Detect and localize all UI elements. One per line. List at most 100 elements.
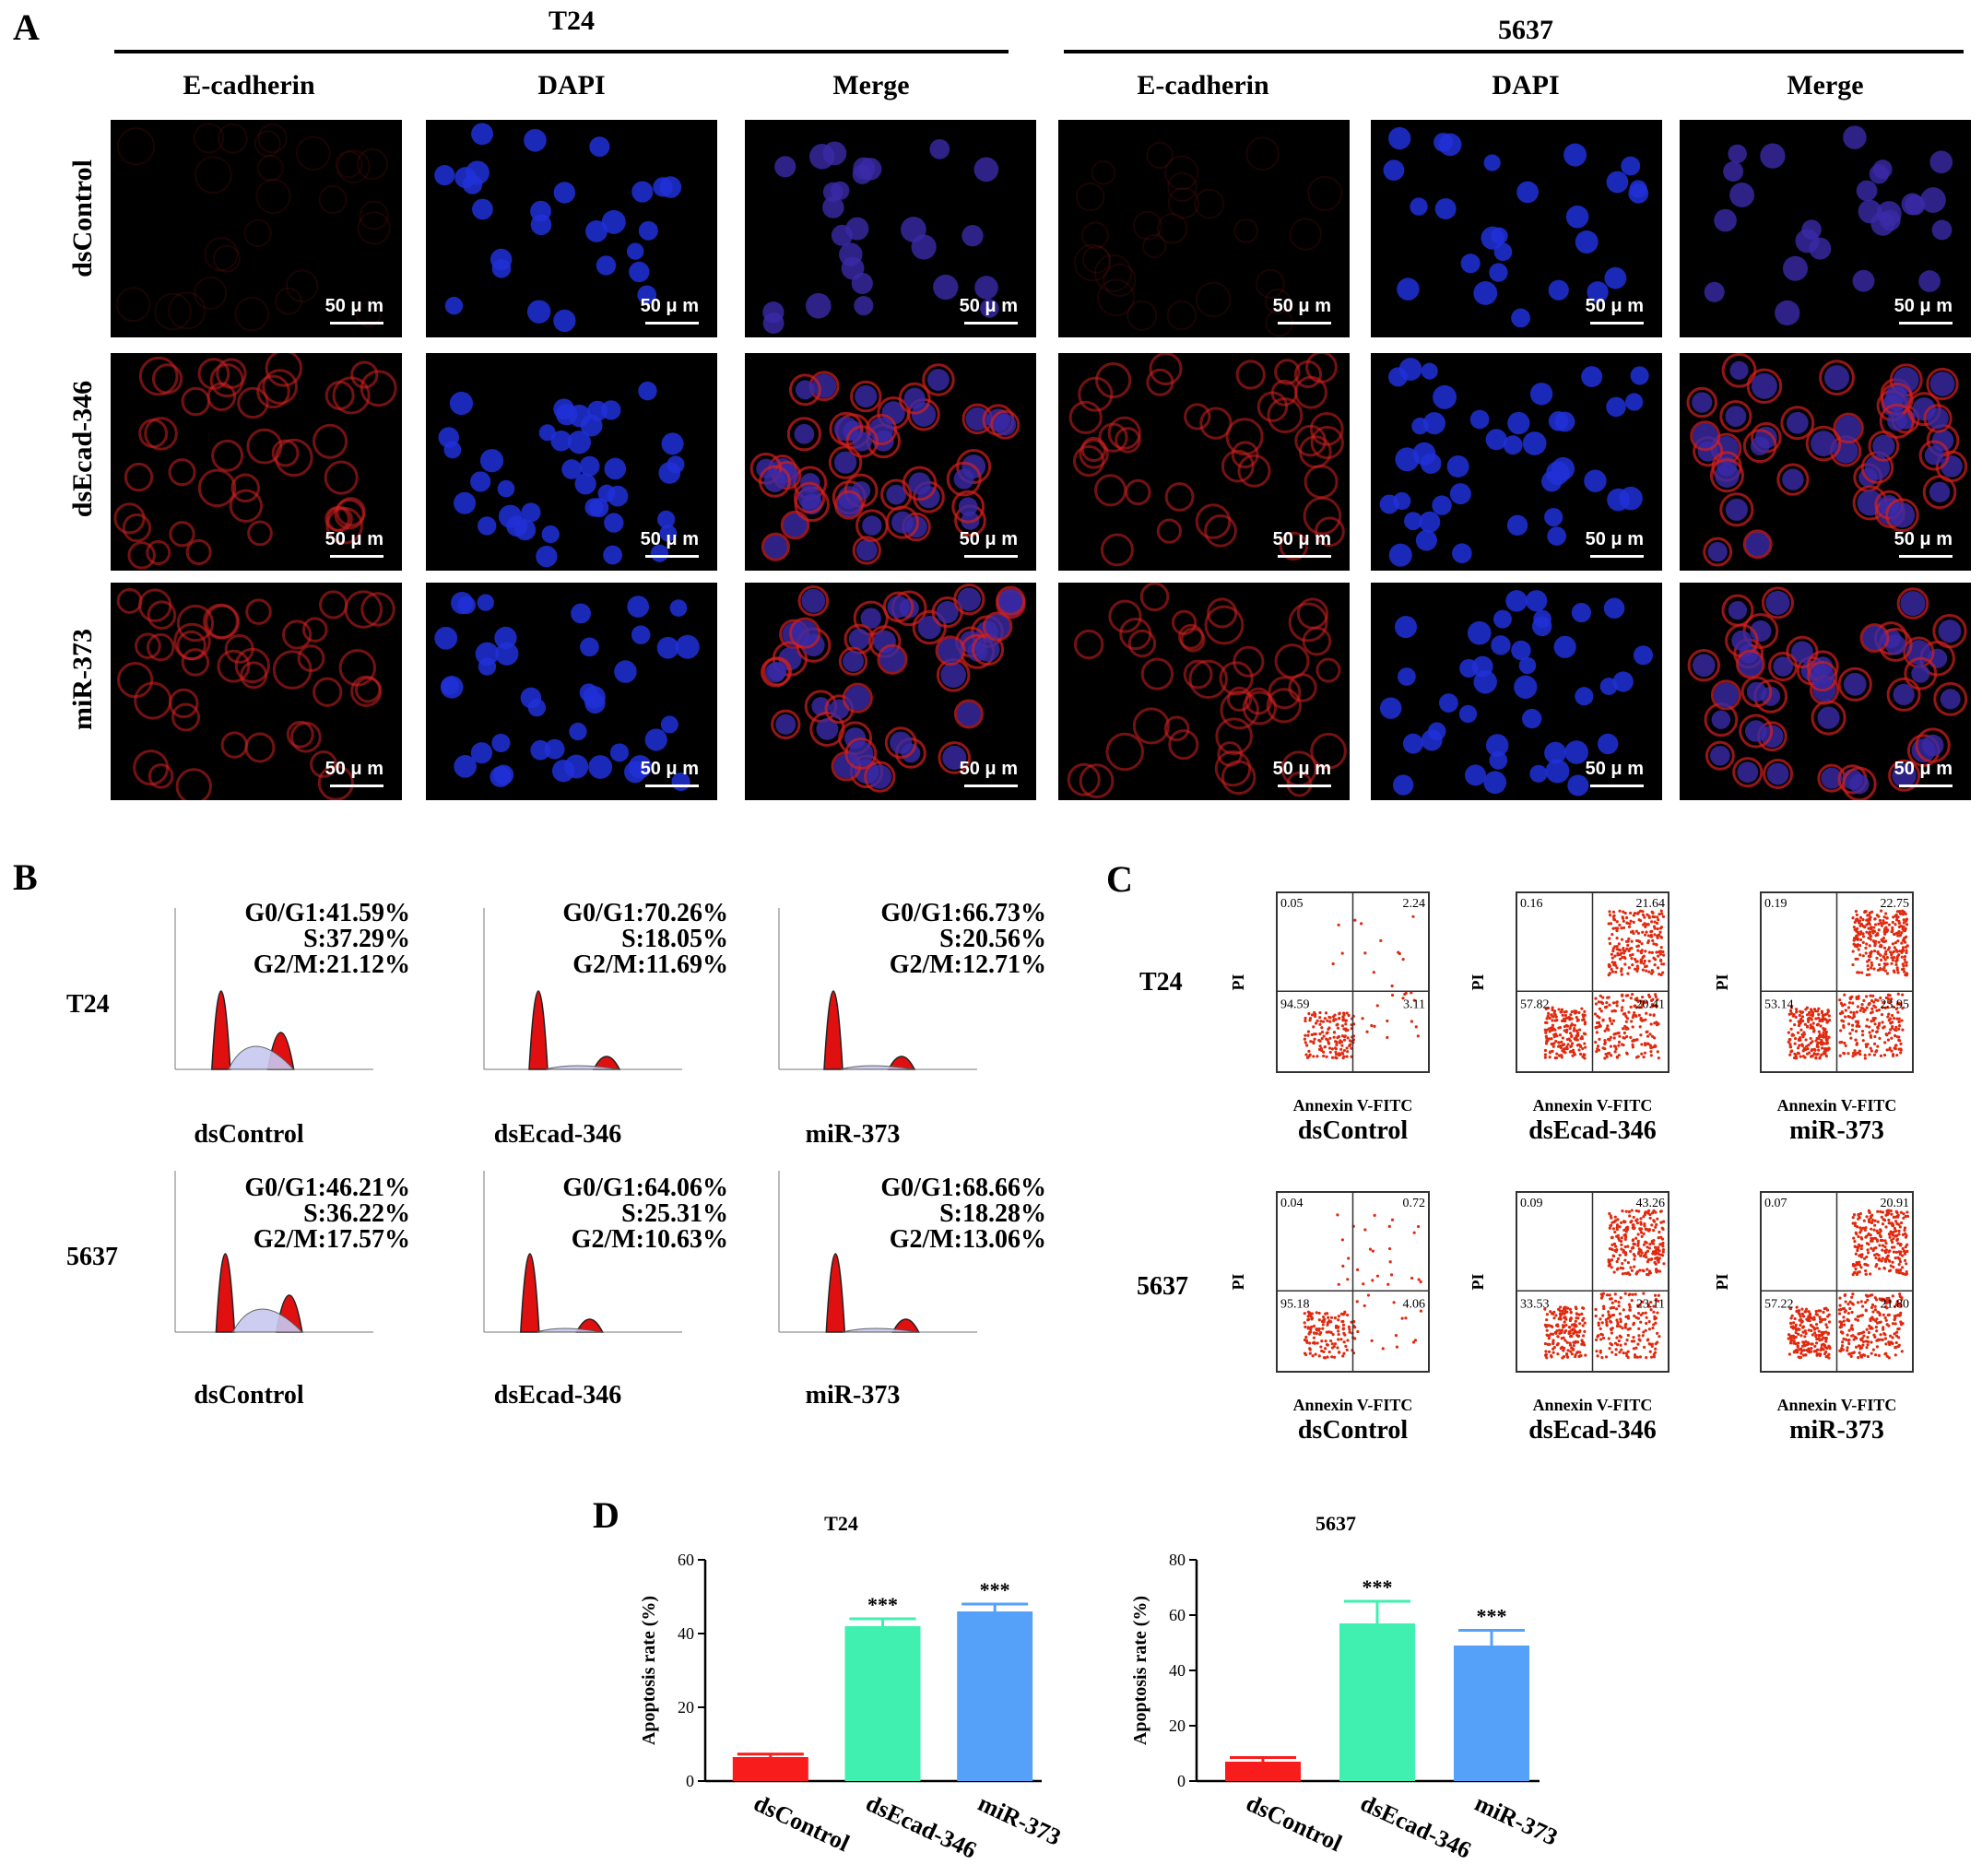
category-label: dsEcad-346 [862,1789,981,1864]
quadrant-ll-value: 57.82 [1520,997,1550,1011]
scale-bar [645,322,699,324]
scale-bar [1590,555,1644,558]
cell-line-label: 5637 [1137,1272,1188,1301]
scale-bar-label: 50 μ m [640,759,699,779]
scale-bar-label: 50 μ m [324,759,383,779]
y-tick-label: 20 [1169,1717,1186,1735]
quadrant-ll-value: 33.53 [1520,1297,1550,1311]
micrograph-tile: 50 μ m [1680,120,1971,337]
x-axis-label: Annexin V-FITC [1293,1396,1413,1414]
bar [1339,1623,1415,1781]
y-tick-label: 80 [1169,1551,1186,1569]
condition-caption: dsEcad-346 [493,1381,622,1410]
scale-bar-label: 50 μ m [959,759,1018,779]
category-label: miR-373 [1470,1789,1562,1851]
scale-bar [1899,555,1953,558]
scale-bar-label: 50 μ m [1894,296,1953,316]
cell-line-label: T24 [1139,968,1183,997]
category-label: dsControl [1242,1789,1346,1857]
significance-marker: *** [980,1578,1010,1601]
scale-bar-label: 50 μ m [1272,296,1331,316]
micrograph-tile: 50 μ m [1371,353,1662,571]
phase-percentage: G0/G1:66.73% [880,899,1046,927]
condition-caption: miR-373 [1789,1416,1884,1445]
cell-cycle-stats: G0/G1:46.21% S:36.22% G2/M:17.57% [244,1175,410,1253]
micrograph-tile: 50 μ m [426,120,717,337]
bar [1225,1762,1301,1781]
scale-bar-label: 50 μ m [959,529,1018,549]
phase-percentage: S:20.56% [939,925,1046,953]
micrograph-tile: 50 μ m [1371,120,1662,337]
micrograph-tile: 50 μ m [1680,353,1971,571]
quadrant-ul-value: 0.07 [1764,1197,1787,1210]
category-label: dsEcad-346 [1356,1789,1475,1864]
quadrant-lr-value: 23.95 [1881,997,1910,1011]
column-header: Merge [1787,70,1864,100]
y-tick-label: 60 [678,1551,694,1569]
panel-b-label: B [13,856,38,898]
significance-marker: *** [867,1593,898,1616]
phase-percentage: G0/G1:64.06% [562,1174,728,1202]
scale-bar [1278,785,1331,787]
quadrant-ll-value: 94.59 [1280,997,1310,1011]
quadrant-ur-value: 21.64 [1636,897,1666,911]
condition-caption: miR-373 [805,1381,901,1410]
micrograph-tile: 50 μ m [111,120,402,337]
y-axis-label: Apoptosis rate (%) [1130,1596,1150,1745]
condition-caption: dsControl [1298,1116,1409,1145]
bar [1454,1646,1529,1781]
cell-cycle-histogram [483,908,682,1070]
column-header: E-cadherin [183,70,315,100]
scale-bar-label: 50 μ m [1894,759,1953,779]
scale-bar [330,322,383,324]
y-axis-label: PI [1715,974,1731,991]
annexin-pi-dot-plot: 0.04 0.72 95.18 4.06 Annexin V-FITC PI dsContr… [1231,1191,1430,1445]
micrograph-tile: 50 μ m [426,583,717,800]
bar [844,1626,921,1781]
quadrant-lr-value: 20.41 [1636,997,1666,1011]
scale-bar [964,322,1018,324]
phase-percentage: S:18.28% [939,1199,1046,1228]
condition-caption: dsControl [194,1381,304,1410]
panel-d-label: D [593,1494,619,1536]
micrograph-tile: 50 μ m [111,583,402,800]
scale-bar-label: 50 μ m [640,529,699,549]
quadrant-lr-value: 21.80 [1881,1297,1910,1311]
scale-bar [645,555,699,558]
group-header-t24: T24 [548,6,595,36]
column-header: Merge [832,70,910,100]
phase-percentage: G2/M:10.63% [571,1225,728,1254]
row-label: miR-373 [67,629,98,730]
phase-percentage: G0/G1:68.66% [880,1174,1046,1202]
micrograph-tile: 50 μ m [111,353,402,571]
phase-percentage: G2/M:12.71% [889,950,1046,979]
cell-cycle-stats: G0/G1:41.59% S:37.29% G2/M:21.12% [244,901,410,978]
quadrant-ul-value: 0.09 [1520,1197,1543,1210]
column-header: DAPI [537,70,606,100]
scale-bar [1278,555,1331,558]
micrograph-tile: 50 μ m [1058,120,1350,337]
scale-bar-label: 50 μ m [1585,759,1644,779]
cell-line-label: T24 [66,990,110,1019]
quadrant-lr-value: 4.06 [1403,1297,1426,1311]
chart-title: T24 [824,1512,858,1535]
micrograph-tile: 50 μ m [1058,583,1350,800]
cell-cycle-stats: G0/G1:70.26% S:18.05% G2/M:11.69% [562,901,728,978]
quadrant-ur-value: 0.72 [1403,1197,1426,1210]
scale-bar [1278,322,1331,324]
phase-percentage: G2/M:11.69% [572,950,728,979]
cell-cycle-stats: G0/G1:66.73% S:20.56% G2/M:12.71% [880,901,1046,978]
scale-bar-label: 50 μ m [959,296,1018,316]
category-label: dsControl [749,1789,854,1857]
phase-percentage: S:36.22% [303,1199,410,1228]
scale-bar-label: 50 μ m [1272,759,1331,779]
scale-bar-label: 50 μ m [640,296,699,316]
quadrant-ll-value: 53.14 [1764,997,1794,1011]
scale-bar-label: 50 μ m [1585,529,1644,549]
condition-caption: dsControl [1298,1416,1409,1445]
column-header: E-cadherin [1137,70,1269,100]
quadrant-ul-value: 0.04 [1280,1197,1304,1210]
scale-bar [964,785,1018,787]
x-axis-label: Annexin V-FITC [1777,1096,1897,1115]
condition-caption: miR-373 [805,1120,901,1149]
